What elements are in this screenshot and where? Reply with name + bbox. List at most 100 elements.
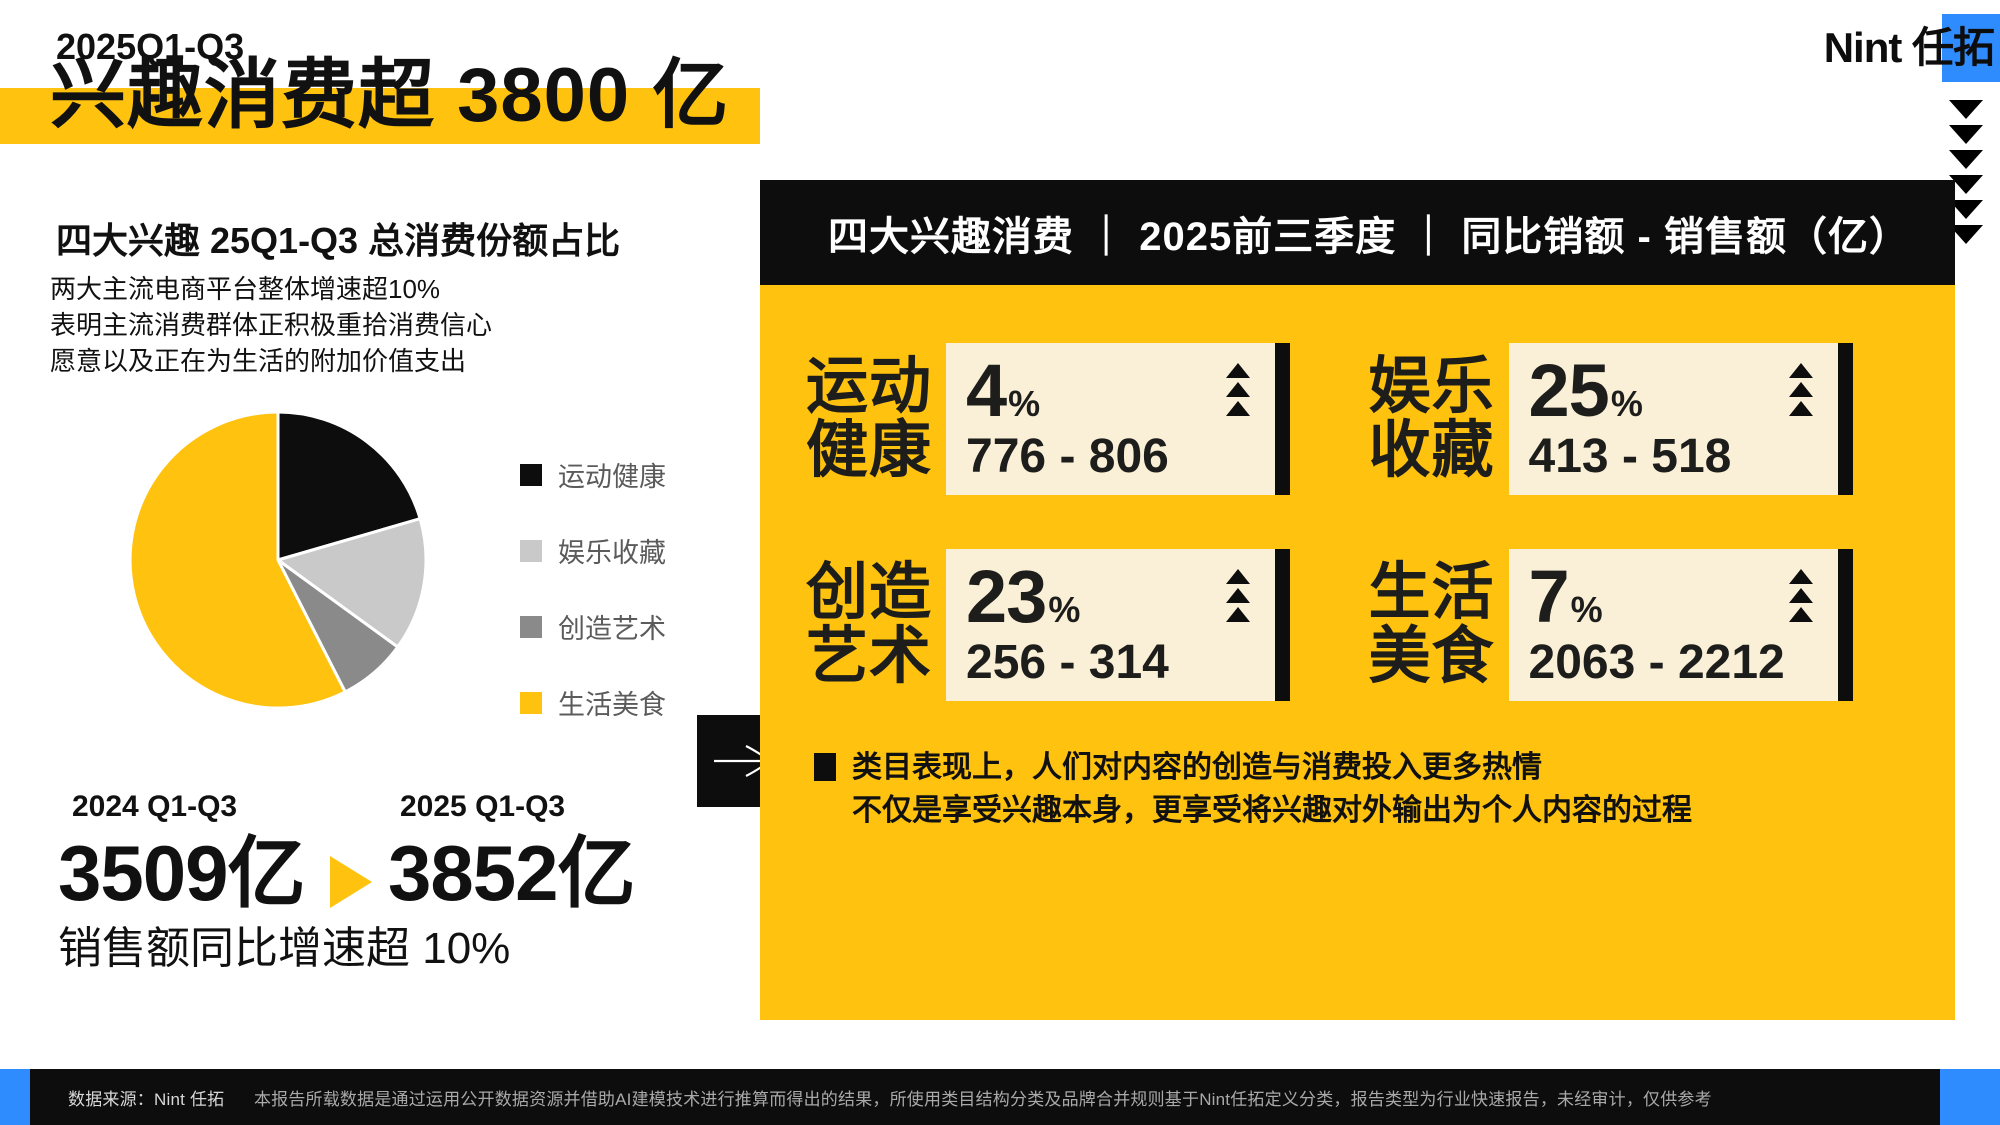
stat-card-value-box: 7% 2063 - 2212 <box>1508 549 1853 702</box>
legend-item: 创造艺术 <box>520 607 666 646</box>
stat-card-pct-sign: % <box>1570 589 1603 631</box>
chevron-down-icon <box>1949 175 1983 194</box>
legend-item: 运动健康 <box>520 455 666 494</box>
pie-slice-生活美食 <box>128 410 348 710</box>
stat-card-pct-sign: % <box>1008 383 1040 424</box>
pie-slice-运动健康 <box>276 410 422 562</box>
stats-card-grid: 运动 健康 4% 776 - 806 <box>806 343 1910 702</box>
stat-card-range: 776 - 806 <box>966 430 1169 484</box>
stat-card-range: 2063 - 2212 <box>1528 636 1785 690</box>
yoy-value-row: 3509亿 3852亿 <box>0 834 680 926</box>
stat-card-value-box: 25% 413 - 518 <box>1508 343 1853 496</box>
footer-blue-accent-right <box>1940 1069 2000 1125</box>
stat-card-accent-bar <box>1275 549 1291 702</box>
yoy-period-curr: 2025 Q1-Q3 <box>400 790 566 823</box>
chevron-down-icon <box>1949 200 1983 219</box>
stat-card-label: 生活 美食 <box>1368 557 1495 692</box>
chevron-down-icon <box>1949 125 1983 144</box>
stat-card-accent-bar <box>1275 343 1291 496</box>
stats-panel-body: 运动 健康 4% 776 - 806 <box>760 285 1955 1020</box>
stat-card-range: 413 - 518 <box>1528 430 1732 484</box>
footer-spacer <box>229 1090 249 1109</box>
trend-up-icon <box>1788 357 1821 416</box>
stat-card-accent-bar <box>1837 549 1853 702</box>
lede-paragraph: 两大主流电商平台整体增速超10% 表明主流消费群体正积极重拾消费信心 愿意以及正… <box>50 272 492 380</box>
page-title: 兴趣消费超 3800 亿 <box>50 53 730 138</box>
stat-card-pct: 4% <box>966 354 1040 428</box>
yoy-period-prev: 2024 Q1-Q3 <box>72 790 238 823</box>
trend-up-icon <box>1788 563 1821 623</box>
yoy-period-row: 2024 Q1-Q3 2025 Q1-Q3 <box>0 790 680 830</box>
bullet-square-icon <box>814 753 836 782</box>
stat-card-value-box: 4% 776 - 806 <box>946 343 1291 496</box>
pie-chart-svg <box>128 410 428 710</box>
stat-card-label-line1: 生活 <box>1368 557 1495 627</box>
panel-note: 类目表现上，人们对内容的创造与消费投入更多热情 不仅是享受兴趣本身，更享受将兴趣… <box>806 747 1909 832</box>
yoy-value-prev: 3509亿 <box>58 829 306 917</box>
stat-card-label-line2: 健康 <box>806 416 933 486</box>
pie-slice-娱乐收藏 <box>274 516 428 650</box>
stat-card-pct-number: 4 <box>966 349 1007 432</box>
panel-note-line: 类目表现上，人们对内容的创造与消费投入更多热情 <box>852 751 1542 785</box>
legend-swatch-icon <box>520 539 542 562</box>
stat-card-label: 创造 艺术 <box>806 557 933 692</box>
legend-label: 运动健康 <box>558 462 666 492</box>
stat-card-pct-row: 25% <box>1529 354 1821 428</box>
legend-label: 生活美食 <box>558 690 666 720</box>
footer-source: 数据来源：Nint 任拓 <box>68 1089 225 1109</box>
stat-card-label-line2: 美食 <box>1368 622 1495 692</box>
yoy-footnote: 销售额同比增速超 10% <box>58 924 511 973</box>
pie-chart <box>128 410 428 710</box>
stat-card-label-line1: 娱乐 <box>1368 351 1495 421</box>
stat-card: 运动 健康 4% 776 - 806 <box>806 343 1347 496</box>
stat-card: 生活 美食 7% 2063 - 2212 <box>1368 549 1910 702</box>
stat-card-label-line1: 运动 <box>806 351 933 421</box>
stat-card-label: 娱乐 收藏 <box>1368 351 1495 486</box>
legend-swatch-icon <box>520 463 542 486</box>
stat-card-pct-sign: % <box>1610 383 1643 424</box>
pie-legend: 运动健康 娱乐收藏 创造艺术 生活美食 <box>520 455 666 722</box>
chevron-down-icon <box>1949 100 1983 119</box>
chevron-decoration <box>1949 100 1983 244</box>
trend-up-icon <box>1226 563 1258 623</box>
logo-blue-square <box>1942 14 2000 82</box>
stat-card-label-line2: 艺术 <box>806 622 933 692</box>
footer-blue-accent-left <box>0 1069 30 1125</box>
lede-line: 两大主流电商平台整体增速超10% <box>50 274 441 304</box>
lede-line: 表明主流消费群体正积极重拾消费信心 <box>50 309 493 340</box>
stat-card-label-line1: 创造 <box>806 557 933 627</box>
logo-text: Nint 任拓 <box>1823 24 1995 71</box>
panel-note-line: 不仅是享受兴趣本身，更享受将兴趣对外输出为个人内容的过程 <box>852 793 1692 827</box>
stat-card-pct: 7% <box>1529 560 1603 634</box>
legend-label: 娱乐收藏 <box>558 538 666 568</box>
yoy-value-curr: 3852亿 <box>388 829 636 917</box>
legend-item: 娱乐收藏 <box>520 531 666 570</box>
stat-card-pct-sign: % <box>1048 589 1080 631</box>
stat-card-value-box: 23% 256 - 314 <box>946 549 1291 702</box>
footer-text: 数据来源：Nint 任拓 本报告所载数据是通过运用公开数据资源并借助AI建模技术… <box>30 1085 1712 1110</box>
kicker-period: 2025Q1-Q3 <box>56 26 245 67</box>
stat-card: 创造 艺术 23% 256 - 314 <box>806 549 1347 702</box>
stat-card-label: 运动 健康 <box>806 351 933 486</box>
stat-card-pct-number: 25 <box>1528 349 1610 432</box>
stat-card-pct-number: 23 <box>966 555 1047 639</box>
yoy-comparison: 2024 Q1-Q3 2025 Q1-Q3 3509亿 3852亿 <box>0 790 680 926</box>
stat-card-pct-row: 4% <box>966 354 1258 428</box>
stat-card-pct: 23% <box>966 560 1080 634</box>
footer-disclaimer: 本报告所载数据是通过运用公开数据资源并借助AI建模技术进行推算而得出的结果，所使… <box>253 1089 1712 1109</box>
stat-card: 娱乐 收藏 25% 413 - 518 <box>1368 343 1910 496</box>
footer-bar: 数据来源：Nint 任拓 本报告所载数据是通过运用公开数据资源并借助AI建模技术… <box>0 1069 2000 1125</box>
legend-swatch-icon <box>520 691 542 714</box>
brand-logo: Nint 任拓 <box>1750 14 2000 84</box>
stats-panel-header-text: 四大兴趣消费 ｜ 2025前三季度 ｜ 同比销额 - 销售额（亿） <box>828 214 1910 259</box>
stat-card-range: 256 - 314 <box>966 636 1169 690</box>
section-subtitle: 四大兴趣 25Q1-Q3 总消费份额占比 <box>56 220 621 261</box>
stat-card-accent-bar <box>1837 343 1853 496</box>
stats-panel-header: 四大兴趣消费 ｜ 2025前三季度 ｜ 同比销额 - 销售额（亿） <box>760 180 1955 285</box>
legend-item: 生活美食 <box>520 683 666 722</box>
stat-card-pct-row: 23% <box>966 560 1258 634</box>
chevron-down-icon <box>1949 225 1983 244</box>
stat-card-pct: 25% <box>1529 354 1643 428</box>
stat-card-label-line2: 收藏 <box>1368 416 1495 486</box>
